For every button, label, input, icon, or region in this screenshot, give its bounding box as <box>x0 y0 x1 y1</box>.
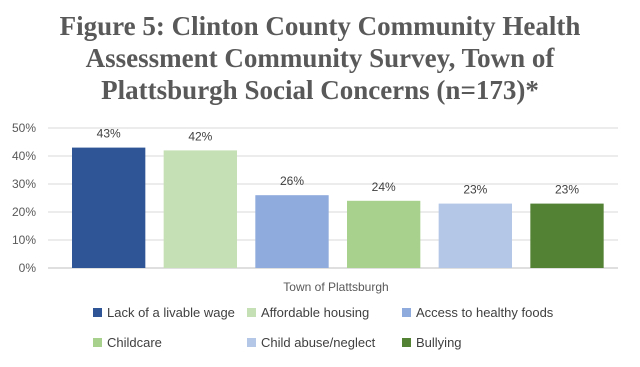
legend-item: Bullying <box>402 335 462 350</box>
legend-swatch <box>402 308 411 317</box>
legend-item: Lack of a livable wage <box>93 305 235 320</box>
y-tick-label: 50% <box>12 121 36 135</box>
y-tick-label: 40% <box>12 149 36 163</box>
data-label: 24% <box>372 180 396 194</box>
data-label: 23% <box>555 183 579 197</box>
bar-1 <box>72 147 146 268</box>
bar-5 <box>438 203 512 268</box>
legend-label: Affordable housing <box>261 305 370 320</box>
bars <box>72 147 604 268</box>
chart-title-line-2: Assessment Community Survey, Town of <box>85 43 555 73</box>
chart-title-line-1: Figure 5: Clinton County Community Healt… <box>59 11 581 41</box>
chart-title-line-3: Plattsburgh Social Concerns (n=173)* <box>101 75 539 105</box>
legend-label: Access to healthy foods <box>416 305 554 320</box>
legend-swatch <box>93 338 102 347</box>
legend-label: Bullying <box>416 335 462 350</box>
y-tick-label: 10% <box>12 233 36 247</box>
legend-item: Affordable housing <box>247 305 369 320</box>
legend-item: Access to healthy foods <box>402 305 553 320</box>
y-tick-label: 0% <box>19 261 37 275</box>
y-axis-ticks: 0% 10% 20% 30% 40% 50% <box>12 121 36 275</box>
y-tick-label: 20% <box>12 205 36 219</box>
legend-item: Childcare <box>93 335 162 350</box>
data-label: 43% <box>97 127 121 141</box>
bar-2 <box>163 150 237 268</box>
bar-4 <box>347 200 421 268</box>
bar-6 <box>530 203 604 268</box>
y-tick-label: 30% <box>12 177 36 191</box>
legend-swatch <box>247 308 256 317</box>
legend-swatch <box>402 338 411 347</box>
legend-swatch <box>247 338 256 347</box>
legend-swatch <box>93 308 102 317</box>
legend-label: Childcare <box>107 335 162 350</box>
legend-item: Child abuse/neglect <box>247 335 375 350</box>
chart-title: Figure 5: Clinton County Community Healt… <box>0 10 640 106</box>
data-label: 42% <box>188 129 212 143</box>
legend-label: Child abuse/neglect <box>261 335 376 350</box>
data-label: 23% <box>463 183 487 197</box>
data-label: 26% <box>280 174 304 188</box>
data-labels: 43% 42% 26% 24% 23% 23% <box>97 127 580 197</box>
legend-label: Lack of a livable wage <box>107 305 235 320</box>
bar-3 <box>255 195 329 268</box>
x-axis-label: Town of Plattsburgh <box>283 280 388 294</box>
